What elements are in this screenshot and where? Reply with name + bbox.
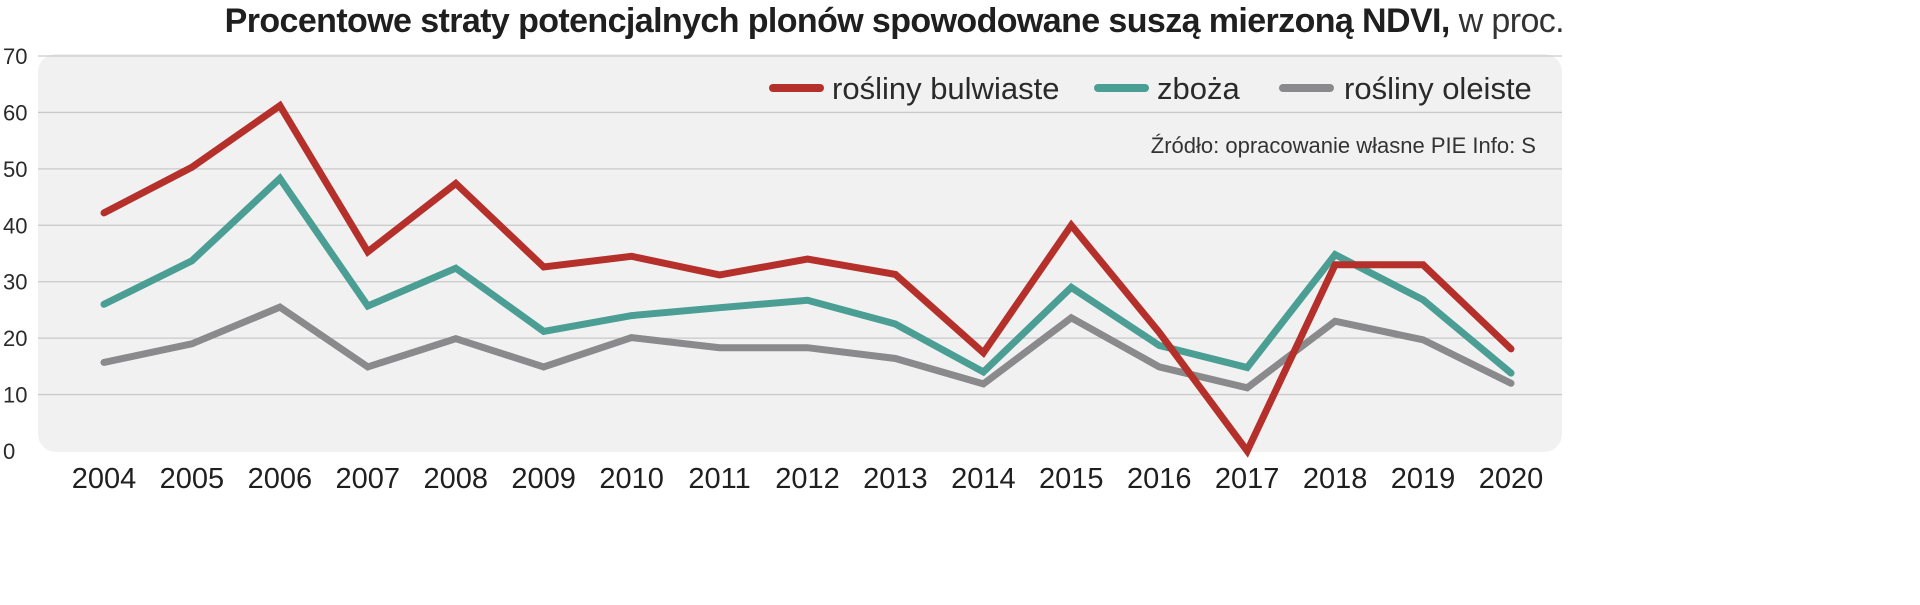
x-tick-label: 2016 xyxy=(1127,463,1192,495)
x-tick-label: 2017 xyxy=(1215,463,1280,495)
y-tick-label: 10 xyxy=(3,383,27,408)
y-tick-label: 40 xyxy=(3,213,27,238)
x-tick-label: 2006 xyxy=(248,463,313,495)
y-tick-label: 20 xyxy=(3,326,27,351)
y-tick-label: 50 xyxy=(3,157,27,182)
chart-title-main: Procentowe straty potencjalnych plonów s… xyxy=(224,2,1451,40)
legend: rośliny bulwiaste zboża rośliny oleiste xyxy=(769,71,1532,106)
x-tick-label: 2008 xyxy=(423,463,488,495)
source-note: Źródło: opracowanie własne PIE Info: S xyxy=(1151,133,1536,158)
x-tick-label: 2010 xyxy=(599,463,664,495)
y-tick-label: 0 xyxy=(3,439,15,464)
legend-label: rośliny bulwiaste xyxy=(832,71,1059,106)
x-tick-label: 2018 xyxy=(1303,463,1368,495)
gridlines xyxy=(38,55,1562,396)
series-lines xyxy=(100,100,1515,458)
x-tick-label: 2013 xyxy=(863,463,928,495)
x-tick-label: 2011 xyxy=(688,463,750,495)
x-tick-label: 2005 xyxy=(160,463,225,495)
y-tick-label: 30 xyxy=(3,270,27,295)
legend-label: zboża xyxy=(1157,71,1240,106)
x-tick-label: 2004 xyxy=(72,463,137,495)
y-axis-ticks: 0 10 20 30 40 50 60 70 xyxy=(3,44,27,464)
series-line xyxy=(100,173,1515,377)
y-tick-label: 60 xyxy=(3,100,27,125)
legend-label: rośliny oleiste xyxy=(1344,71,1532,106)
x-tick-label: 2014 xyxy=(951,463,1016,495)
x-tick-label: 2009 xyxy=(511,463,576,495)
x-tick-label: 2019 xyxy=(1391,463,1456,495)
x-axis-ticks: 2004 2005 2006 2007 2008 2009 2010 2011 2012 2013… xyxy=(72,463,1544,495)
x-tick-label: 2020 xyxy=(1479,463,1544,495)
series-line xyxy=(100,303,1515,392)
x-tick-label: 2015 xyxy=(1039,463,1104,495)
x-tick-label: 2007 xyxy=(336,463,401,495)
series-line xyxy=(100,100,1515,458)
y-tick-label: 70 xyxy=(3,44,27,69)
chart-title-unit: w proc. xyxy=(1458,2,1565,40)
chart-title: Procentowe straty potencjalnych plonów s… xyxy=(224,0,1565,42)
x-tick-label: 2012 xyxy=(775,463,840,495)
line-chart: 0 10 20 30 40 50 60 70 2004 2005 2006 2007 2008 2009… xyxy=(3,44,1562,495)
